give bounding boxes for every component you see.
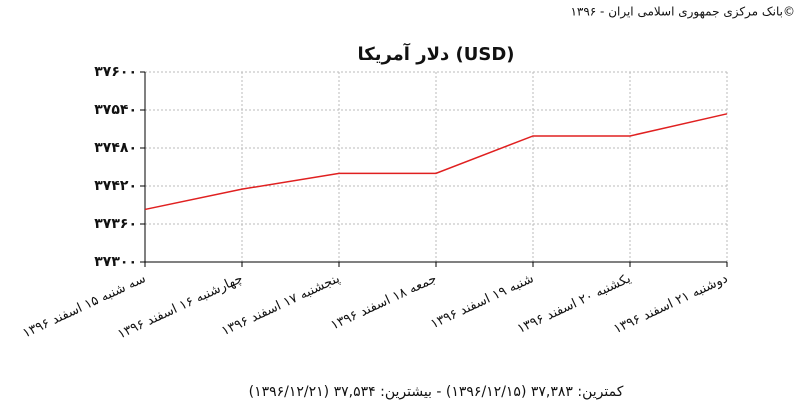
source-note: بانک مرکزی جمهوری اسلامی ایران - ۱۳۹۶©	[570, 5, 795, 20]
chart-title: دلار آمریکا (USD)	[357, 42, 514, 65]
y-tick-label: ۳۷۶۰۰	[94, 64, 137, 80]
y-tick-label: ۳۷۳۶۰	[94, 216, 137, 232]
footer-note: کمترین: ۳۷,۳۸۳ (۱۳۹۶/۱۲/۱۵) - بیشترین: ۳…	[249, 384, 624, 400]
y-tick-label: ۳۷۵۴۰	[94, 102, 137, 118]
y-tick-label: ۳۷۴۲۰	[94, 178, 137, 194]
line-series	[144, 113, 728, 211]
y-tick-label: ۳۷۴۸۰	[94, 140, 137, 156]
y-tick-label: ۳۷۳۰۰	[94, 254, 137, 270]
x-tick-label: جمعه ۱۸ اسفند ۱۳۹۶	[329, 271, 440, 333]
